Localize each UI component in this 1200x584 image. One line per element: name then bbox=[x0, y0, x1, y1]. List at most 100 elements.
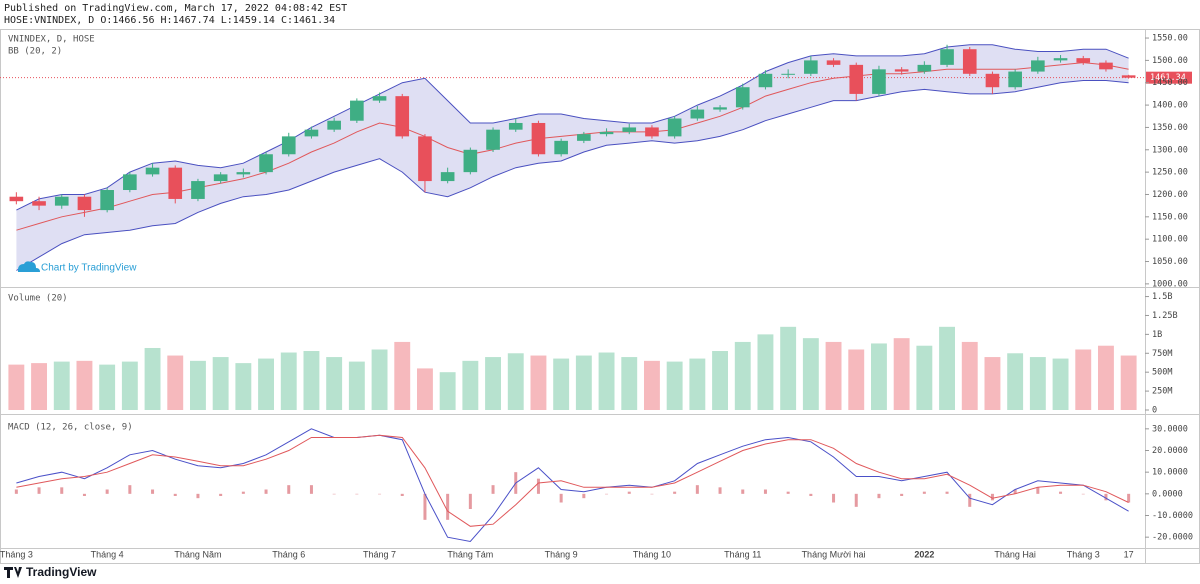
volume-bar bbox=[99, 364, 116, 410]
volume-bar bbox=[485, 357, 501, 410]
volume-bar bbox=[1007, 353, 1024, 410]
volume-bar bbox=[417, 368, 433, 410]
macd-histogram bbox=[922, 491, 926, 494]
candle-body bbox=[645, 127, 659, 137]
volume-bar bbox=[8, 364, 25, 410]
candle-body bbox=[463, 149, 478, 173]
y-tick-label: 20.0000 bbox=[1152, 446, 1188, 456]
macd-histogram bbox=[241, 491, 245, 494]
y-tick-label: 1.5B bbox=[1152, 292, 1172, 302]
bollinger-fill bbox=[16, 44, 1129, 271]
watermark: Chart by TradingView bbox=[41, 263, 137, 274]
macd-histogram bbox=[423, 493, 427, 520]
macd-histogram bbox=[536, 478, 540, 494]
volume-bar bbox=[666, 361, 683, 410]
macd-histogram bbox=[945, 491, 949, 494]
volume-bar bbox=[394, 341, 411, 410]
last-price-box bbox=[1146, 71, 1192, 84]
candle-body bbox=[350, 100, 364, 121]
macd-histogram bbox=[900, 493, 904, 496]
candle-body bbox=[395, 96, 410, 137]
macd-histogram bbox=[968, 493, 972, 507]
candle-body bbox=[327, 120, 341, 130]
candle-body bbox=[872, 69, 886, 94]
y-tick-label: 1100.00 bbox=[1152, 235, 1188, 245]
macd-histogram bbox=[1127, 493, 1131, 503]
macd-histogram bbox=[332, 493, 336, 495]
volume-bar bbox=[871, 343, 887, 410]
volume-bar bbox=[530, 355, 547, 410]
pane-title: MACD (12, 26, close, 9) bbox=[8, 423, 133, 433]
macd-histogram bbox=[468, 493, 472, 509]
volume-bar bbox=[371, 349, 388, 410]
macd-histogram bbox=[287, 485, 291, 494]
candle-body bbox=[508, 122, 523, 130]
pane-title: Volume (20) bbox=[8, 294, 68, 304]
volume-bar bbox=[825, 341, 842, 410]
candle-body bbox=[1121, 75, 1136, 78]
macd-histogram bbox=[627, 491, 631, 494]
candle-body bbox=[168, 167, 183, 199]
candle-body bbox=[849, 64, 864, 94]
y-tick-label: 0 bbox=[1152, 406, 1157, 416]
candle-body bbox=[236, 172, 251, 175]
footer-logo-icon bbox=[4, 567, 22, 578]
macd-histogram bbox=[718, 487, 722, 494]
macd-histogram bbox=[605, 493, 609, 495]
macd-histogram bbox=[105, 489, 109, 494]
candle-body bbox=[1053, 58, 1068, 61]
y-tick-label: 1150.00 bbox=[1152, 212, 1188, 222]
macd-histogram bbox=[673, 491, 677, 494]
y-tick-label: 1250.00 bbox=[1152, 168, 1188, 178]
volume-bar bbox=[348, 361, 365, 410]
volume-bar bbox=[734, 341, 751, 410]
candle-body bbox=[917, 64, 932, 72]
indicator-label: BB (20, 2) bbox=[8, 47, 62, 57]
macd-histogram bbox=[82, 493, 86, 496]
pane-title: VNINDEX, D, HOSE bbox=[8, 35, 95, 45]
candle-body bbox=[1099, 62, 1113, 70]
published-line: Published on TradingView.com, March 17, … bbox=[4, 3, 347, 14]
volume-bar bbox=[212, 357, 229, 410]
volume-bar bbox=[167, 355, 184, 410]
candle-body bbox=[894, 69, 909, 72]
y-tick-label: 1B bbox=[1152, 330, 1162, 340]
candle-body bbox=[599, 131, 614, 135]
macd-histogram bbox=[196, 493, 200, 499]
macd-histogram bbox=[378, 493, 382, 495]
candle-body bbox=[554, 140, 568, 155]
macd-histogram bbox=[650, 493, 654, 495]
candle-body bbox=[713, 107, 727, 110]
candle-body bbox=[259, 154, 273, 173]
x-tick-label: Tháng Tám bbox=[447, 549, 493, 559]
macd-histogram bbox=[1104, 493, 1108, 501]
volume-bar bbox=[31, 363, 47, 410]
x-tick-label: Tháng Năm bbox=[174, 549, 221, 559]
macd-histogram bbox=[400, 493, 404, 496]
volume-bar bbox=[848, 349, 865, 410]
macd-histogram bbox=[128, 485, 132, 494]
footer-logo[interactable]: TradingView bbox=[26, 565, 97, 579]
candle-body bbox=[667, 118, 682, 137]
candle-body bbox=[962, 49, 977, 74]
candle-body bbox=[781, 73, 795, 75]
x-tick-label: Tháng 10 bbox=[633, 549, 671, 559]
volume-bar bbox=[76, 360, 93, 410]
candle-body bbox=[531, 122, 546, 155]
x-tick-label: Tháng 4 bbox=[91, 549, 124, 559]
volume-bar bbox=[280, 352, 297, 410]
candle-body bbox=[735, 87, 750, 108]
volume-bar bbox=[916, 345, 933, 410]
plot-area: 1461.34 BB (20, 2) Tháng 3 Tháng 4 Tháng Năm… bbox=[0, 34, 1193, 559]
volume-bar bbox=[644, 360, 660, 410]
volume-bar bbox=[1120, 355, 1137, 410]
macd-histogram bbox=[491, 485, 495, 494]
volume-bar bbox=[598, 352, 615, 410]
candle-body bbox=[440, 172, 455, 182]
macd-histogram bbox=[1013, 489, 1017, 494]
volume-bar bbox=[439, 372, 456, 410]
macd-histogram bbox=[559, 493, 563, 503]
x-tick-label: Tháng 7 bbox=[363, 549, 396, 559]
candle-body bbox=[54, 196, 69, 206]
